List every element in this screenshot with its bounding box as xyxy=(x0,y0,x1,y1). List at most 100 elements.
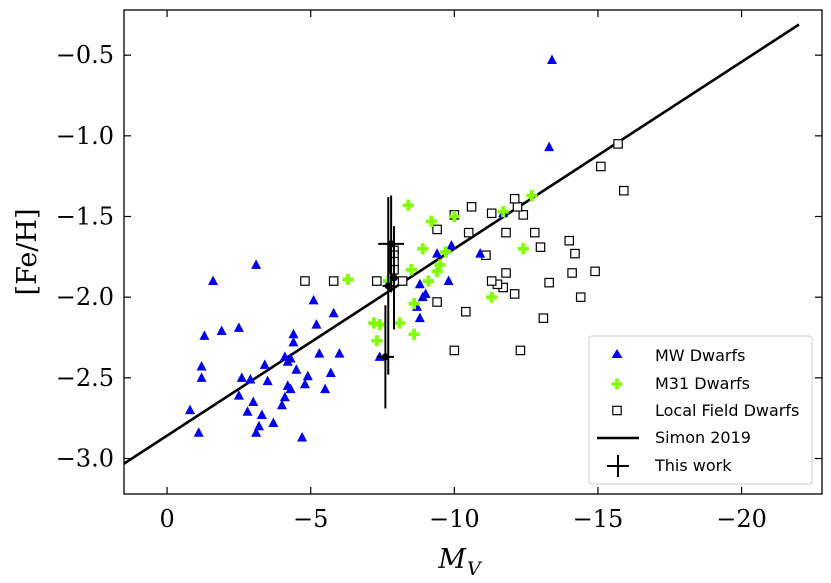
y-tick-label: −2.0 xyxy=(56,283,114,311)
x-tick-label: −15 xyxy=(573,505,624,533)
legend-marker-mw xyxy=(611,349,623,358)
point-local-field-dwarf xyxy=(432,297,442,307)
point-mw-dwarf xyxy=(199,330,210,340)
x-axis-label-main: M xyxy=(437,544,467,575)
point-local-field-dwarf xyxy=(567,268,577,278)
this-work-layer xyxy=(376,195,405,409)
point-mw-dwarf xyxy=(475,248,486,258)
point-mw-dwarf xyxy=(308,294,319,305)
point-local-field-dwarf xyxy=(461,306,471,317)
point-mw-dwarf xyxy=(432,248,443,258)
point-mw-dwarf xyxy=(291,364,302,374)
point-m31-dwarf xyxy=(440,246,452,258)
point-mw-dwarf xyxy=(196,372,207,382)
x-tick-label: 0 xyxy=(159,505,174,533)
point-local-field-dwarf xyxy=(529,227,540,238)
point-mw-dwarf xyxy=(282,380,293,390)
legend-label-m31: M31 Dwarfs xyxy=(655,374,750,393)
x-axis-label: M V xyxy=(437,544,483,580)
point-mw-dwarf xyxy=(297,432,308,442)
point-mw-dwarf xyxy=(417,291,428,302)
point-local-field-dwarf xyxy=(371,276,382,286)
point-mw-dwarf xyxy=(282,356,293,366)
legend-label-mw: MW Dwarfs xyxy=(655,346,745,365)
point-local-field-dwarf xyxy=(590,266,600,277)
point-mw-dwarf xyxy=(443,275,454,286)
point-m31-dwarf xyxy=(402,199,414,211)
point-mw-dwarf xyxy=(544,141,555,152)
point-mw-dwarf xyxy=(196,361,207,371)
point-local-field-dwarf xyxy=(619,185,629,196)
point-local-field-dwarf xyxy=(486,276,497,286)
point-local-field-dwarf xyxy=(538,313,549,323)
point-m31-dwarf xyxy=(517,243,529,255)
point-mw-dwarf xyxy=(248,396,259,407)
point-local-field-dwarf xyxy=(501,227,511,238)
point-local-field-dwarf xyxy=(486,208,497,219)
x-tick-label: −20 xyxy=(716,505,767,533)
point-m31-dwarf xyxy=(422,275,435,287)
this-work-marker xyxy=(390,274,398,282)
tick-layer xyxy=(124,10,822,494)
x-axis-label-subscript: V xyxy=(467,558,483,580)
point-mw-dwarf xyxy=(414,278,425,289)
point-mw-dwarf xyxy=(446,240,457,250)
point-mw-dwarf xyxy=(268,417,279,428)
legend: MW Dwarfs M31 Dwarfs Local Field Dwarfs … xyxy=(588,335,813,485)
legend-entry-local: Local Field Dwarfs xyxy=(612,401,799,420)
point-local-field-dwarf xyxy=(570,248,580,259)
legend-frame xyxy=(588,335,813,485)
point-m31-dwarf xyxy=(405,264,417,276)
point-m31-dwarf xyxy=(431,265,443,277)
point-local-field-dwarf xyxy=(449,345,460,356)
point-m31-dwarf xyxy=(434,259,446,271)
point-m31-dwarf xyxy=(425,215,437,227)
point-mw-dwarf xyxy=(325,367,336,377)
point-m31-dwarf xyxy=(368,317,380,329)
y-tick-label: −0.5 xyxy=(56,41,114,69)
series-local-field-dwarfs xyxy=(300,139,629,356)
legend-marker-m31 xyxy=(611,378,623,390)
point-mw-dwarf xyxy=(233,390,244,400)
point-m31-dwarf xyxy=(394,317,406,329)
point-mw-dwarf xyxy=(546,54,557,65)
point-local-field-dwarf xyxy=(515,345,526,356)
legend-entry-mw: MW Dwarfs xyxy=(611,346,745,365)
plot-frame xyxy=(123,9,823,495)
y-tick-label: −3.0 xyxy=(56,445,114,473)
point-mw-dwarf xyxy=(328,307,339,318)
series-layer xyxy=(185,54,629,442)
point-mw-dwarf xyxy=(242,406,253,416)
point-mw-dwarf xyxy=(262,375,273,386)
point-m31-dwarf xyxy=(486,291,498,303)
point-mw-dwarf xyxy=(299,378,310,389)
point-mw-dwarf xyxy=(245,373,256,384)
point-this-work xyxy=(389,226,399,330)
legend-entry-this-work: This work xyxy=(607,455,732,477)
point-local-field-dwarf xyxy=(596,161,606,172)
point-mw-dwarf xyxy=(279,391,290,402)
point-mw-dwarf xyxy=(259,359,270,369)
point-this-work xyxy=(376,305,395,409)
point-mw-dwarf xyxy=(216,325,227,336)
point-m31-dwarf xyxy=(374,319,386,331)
point-local-field-dwarf xyxy=(466,202,477,212)
point-mw-dwarf xyxy=(233,322,244,332)
legend-entry-simon-2019: Simon 2019 xyxy=(597,428,751,447)
point-mw-dwarf xyxy=(302,370,313,381)
this-work-marker xyxy=(387,240,395,248)
point-m31-dwarf xyxy=(408,298,420,310)
legend-label-local: Local Field Dwarfs xyxy=(655,401,799,420)
point-mw-dwarf xyxy=(251,427,262,437)
point-local-field-dwarf xyxy=(544,277,554,288)
point-local-field-dwarf xyxy=(328,276,339,286)
legend-label-this-work: This work xyxy=(654,456,732,475)
point-m31-dwarf xyxy=(371,335,383,347)
point-m31-dwarf xyxy=(342,273,354,286)
point-local-field-dwarf xyxy=(564,235,575,246)
point-mw-dwarf xyxy=(334,348,345,358)
point-local-field-dwarf xyxy=(575,292,586,302)
point-local-field-dwarf xyxy=(397,276,408,286)
legend-marker-local xyxy=(612,405,622,416)
